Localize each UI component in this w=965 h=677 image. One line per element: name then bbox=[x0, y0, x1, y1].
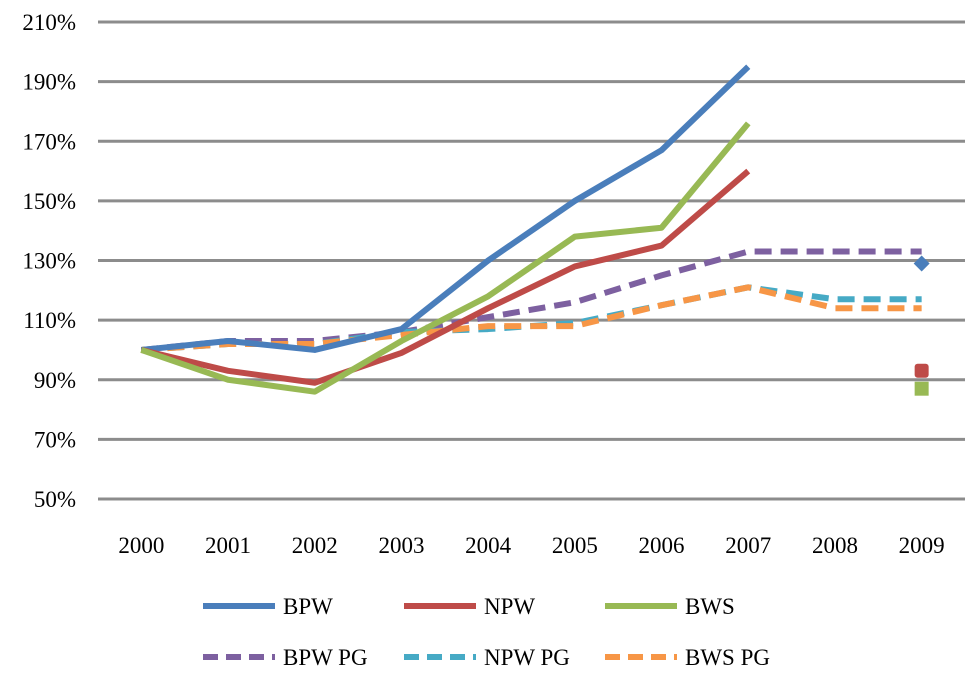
legend-label: BWS bbox=[685, 594, 735, 619]
legend-label: BPW PG bbox=[283, 645, 368, 670]
legend-item: NPW PG bbox=[404, 645, 570, 670]
y-tick-label: 50% bbox=[34, 487, 76, 512]
x-axis-labels: 2000 2001 2002 2003 2004 2005 2006 2007 2008 2009 bbox=[118, 533, 944, 558]
y-tick-label: 130% bbox=[22, 249, 76, 274]
grid-lines bbox=[98, 20, 965, 501]
legend: BPW NPW BWS BPW PG NPW PG BWS PG bbox=[203, 594, 770, 670]
y-axis-labels: 50% 70% 90% 110% 130% 150% 170% 190% 210% bbox=[22, 10, 76, 512]
x-tick-label: 2001 bbox=[205, 533, 251, 558]
x-tick-label: 2004 bbox=[465, 533, 512, 558]
series-line bbox=[140, 168, 751, 386]
x-tick-label: 2000 bbox=[118, 533, 164, 558]
legend-item: BPW PG bbox=[203, 645, 368, 670]
series-bpw bbox=[141, 64, 930, 353]
legend-item: BWS bbox=[605, 594, 735, 619]
y-tick-label: 170% bbox=[22, 129, 76, 154]
x-tick-label: 2009 bbox=[899, 533, 945, 558]
series-npw bbox=[140, 168, 929, 386]
y-tick-label: 210% bbox=[22, 10, 76, 35]
series-bws bbox=[140, 121, 929, 396]
legend-label: BWS PG bbox=[685, 645, 770, 670]
legend-label: NPW bbox=[484, 594, 535, 619]
x-tick-label: 2007 bbox=[725, 533, 771, 558]
x-tick-label: 2005 bbox=[552, 533, 598, 558]
x-tick-label: 2006 bbox=[639, 533, 685, 558]
legend-label: NPW PG bbox=[484, 645, 570, 670]
series-line bbox=[140, 121, 751, 395]
data-point-marker bbox=[914, 381, 929, 396]
x-tick-label: 2008 bbox=[812, 533, 858, 558]
x-tick-label: 2003 bbox=[378, 533, 424, 558]
legend-item: BWS PG bbox=[605, 645, 770, 670]
y-tick-label: 110% bbox=[23, 308, 76, 333]
data-point-marker bbox=[914, 363, 929, 378]
series-line bbox=[141, 64, 751, 353]
legend-item: NPW bbox=[404, 594, 535, 619]
x-tick-label: 2002 bbox=[292, 533, 338, 558]
data-point-marker bbox=[913, 255, 930, 272]
y-tick-label: 70% bbox=[34, 427, 76, 452]
series-lines bbox=[140, 64, 930, 396]
legend-label: BPW bbox=[283, 594, 333, 619]
y-tick-label: 190% bbox=[22, 70, 76, 95]
y-tick-label: 90% bbox=[34, 368, 76, 393]
legend-item: BPW bbox=[203, 594, 333, 619]
y-tick-label: 150% bbox=[22, 189, 76, 214]
